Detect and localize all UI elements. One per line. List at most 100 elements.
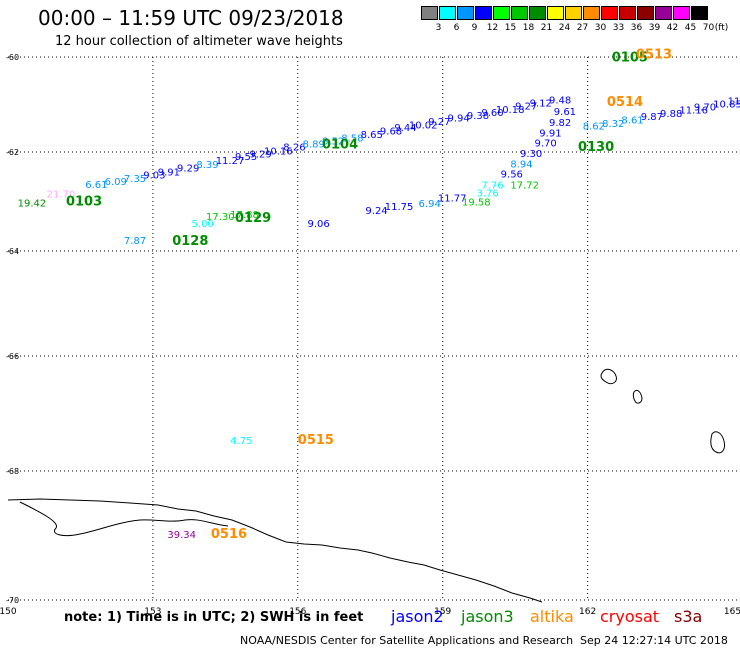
swh-value: 9.88 [660, 109, 682, 120]
lat-tick-label: -68 [6, 467, 19, 476]
swh-value: 11.75 [385, 202, 414, 213]
track-time-label: 0514 [607, 95, 643, 110]
legend-cryosat: cryosat [600, 607, 660, 626]
color-swatch [547, 6, 564, 20]
lat-tick-label: -62 [6, 148, 19, 157]
island-2 [632, 389, 643, 404]
color-scale-label: 9 [471, 23, 478, 33]
swh-value: 10.16 [264, 146, 293, 157]
swh-value: 39.34 [167, 530, 196, 541]
color-swatch [673, 6, 690, 20]
swh-value: 8.61 [621, 116, 643, 127]
swh-value: 9.70 [694, 103, 716, 114]
color-scale-label: 70 [702, 23, 715, 33]
color-scale-label: 3 [435, 23, 442, 33]
swh-value: 4.75 [230, 436, 252, 447]
lon-tick-label: 150 [0, 607, 17, 617]
color-swatch [421, 6, 438, 20]
legend-jason2: jason2 [391, 607, 444, 626]
swh-value: 11.22 [728, 97, 740, 108]
track-time-label: 0516 [211, 527, 247, 542]
swh-value: 9.91 [539, 128, 561, 139]
color-scale-label: 6 [453, 23, 460, 33]
swh-value: 8.32 [602, 119, 624, 130]
color-scale-label: 15 [504, 23, 517, 33]
track-time-label: 0129 [235, 211, 271, 226]
color-swatch [457, 6, 474, 20]
track-time-label: 0105 [612, 50, 648, 65]
color-swatch [691, 6, 708, 20]
color-scale-label: 21 [540, 23, 553, 33]
swh-value: 9.24 [365, 206, 387, 217]
swh-value: 9.61 [554, 107, 576, 118]
swh-value: 9.91 [158, 167, 180, 178]
color-scale-label: 42 [666, 23, 679, 33]
lon-tick-label: 156 [289, 607, 306, 617]
swh-value: 19.58 [462, 197, 491, 208]
antarctic-coastline [7, 498, 543, 603]
swh-value: 11.16 [679, 106, 708, 117]
swh-value: 11.27 [216, 156, 245, 167]
island-1 [600, 368, 617, 385]
color-swatch [493, 6, 510, 20]
color-swatch [529, 6, 546, 20]
color-scale-unit: (ft) [714, 23, 729, 33]
swh-value: 8.39 [196, 160, 218, 171]
swh-value: 7.76 [481, 181, 503, 192]
swh-value: 8.94 [510, 159, 532, 170]
swh-value: 9.55 [235, 152, 257, 163]
color-scale-label: 18 [522, 23, 535, 33]
color-scale-label: 33 [612, 23, 625, 33]
swh-value: 9.68 [380, 126, 402, 137]
swh-value: 19.42 [18, 198, 47, 209]
track-time-label: 0513 [636, 47, 672, 62]
swh-value: 10.85 [713, 99, 740, 110]
swh-value: 9.56 [501, 170, 523, 181]
swh-value: 8.52 [322, 136, 344, 147]
swh-value: 10.02 [409, 120, 438, 131]
color-scale-label: 39 [648, 23, 661, 33]
lon-tick-label: 159 [434, 607, 451, 617]
color-swatch [601, 6, 618, 20]
swh-value: 17.88 [230, 210, 259, 221]
track-time-label: 0128 [172, 234, 208, 249]
color-scale-label: 12 [486, 23, 499, 33]
color-swatch [619, 6, 636, 20]
swh-value: 17.72 [510, 181, 539, 192]
swh-value: 9.29 [177, 163, 199, 174]
legend-jason3: jason3 [461, 607, 514, 626]
map-title: 00:00 – 11:59 UTC 09/23/2018 [38, 6, 344, 30]
swh-value: 9.87 [641, 112, 663, 123]
swh-value: 9.44 [394, 123, 416, 134]
swh-value: 9.30 [520, 149, 542, 160]
lon-tick-label: 153 [144, 607, 161, 617]
swh-value: 9.82 [549, 118, 571, 129]
swh-value: 8.62 [583, 122, 605, 133]
color-swatch [637, 6, 654, 20]
map-subtitle: 12 hour collection of altimeter wave hei… [55, 34, 343, 49]
swh-value: 8.89 [303, 140, 325, 151]
legend-note: note: 1) Time is in UTC; 2) SWH is in fe… [64, 610, 364, 625]
color-swatch [565, 6, 582, 20]
swh-value: 8.58 [341, 134, 363, 145]
swh-value: 8.65 [361, 130, 383, 141]
swh-value: 6.94 [419, 199, 441, 210]
swh-value: 17.30 [206, 212, 235, 223]
swh-value: 9.70 [534, 138, 556, 149]
swh-value: 6.61 [85, 180, 107, 191]
track-time-label: 0104 [322, 138, 358, 153]
generated-timestamp: Sep 24 12:27:14 UTC 2018 [580, 634, 728, 647]
swh-value: 6.09 [105, 177, 127, 188]
swh-value: 9.12 [530, 98, 552, 109]
color-swatch [511, 6, 528, 20]
color-swatch [583, 6, 600, 20]
legend-altika: altika [530, 607, 574, 626]
swh-value: 9.48 [549, 96, 571, 107]
swh-value: 9.27 [428, 117, 450, 128]
color-swatch [475, 6, 492, 20]
color-scale-label: 45 [684, 23, 697, 33]
lon-tick-label: 162 [579, 607, 596, 617]
track-time-label: 0515 [298, 433, 334, 448]
swh-value: 11.77 [438, 194, 467, 205]
